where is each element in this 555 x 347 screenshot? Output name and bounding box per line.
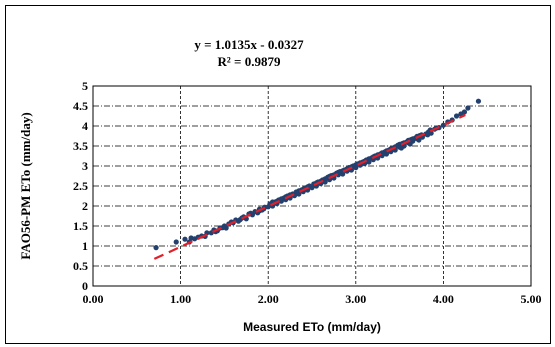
data-point: [425, 132, 431, 138]
data-point: [398, 145, 404, 151]
plot-area-border: [92, 85, 532, 287]
x-axis-label: Measured ETo (mm/day): [243, 320, 381, 334]
data-point: [322, 176, 328, 182]
y-tick-label: 2: [82, 199, 88, 213]
data-point: [153, 245, 159, 251]
y-tick-label: 0: [82, 279, 88, 293]
y-tick-label: 0.5: [73, 259, 88, 273]
x-tick-label: 0.00: [83, 292, 104, 306]
y-axis-label: FAO56-PM ETo (mm/day): [18, 112, 33, 259]
r-squared-label: R² = 0.9879: [218, 54, 281, 69]
scatter-chart: y = 1.0135x - 0.0327 R² = 0.9879 0 0.5 1 1.…: [18, 37, 542, 334]
x-tick-label: 2.00: [258, 292, 279, 306]
y-tick-label: 3: [82, 159, 88, 173]
x-tick-label: 3.00: [345, 292, 366, 306]
x-tick-label: 1.00: [170, 292, 191, 306]
data-point: [407, 141, 413, 147]
y-tick-label: 1.5: [73, 219, 88, 233]
data-point: [475, 98, 482, 104]
y-tick-label: 5: [82, 79, 88, 93]
y-tick-label: 4: [82, 119, 88, 133]
chart-frame: y = 1.0135x - 0.0327 R² = 0.9879 0 0.5 1 1.…: [5, 5, 551, 344]
trendline: [153, 114, 466, 260]
data-point: [465, 105, 471, 111]
data-point: [278, 196, 284, 202]
data-point: [410, 136, 416, 142]
y-tick-labels: 0 0.5 1 1.5 2 2.5 3 3.5 4 4.5 5: [73, 79, 88, 293]
data-point: [353, 162, 359, 168]
data-point: [461, 109, 468, 115]
regression-equation: y = 1.0135x - 0.0327: [194, 37, 304, 52]
data-point: [366, 156, 372, 162]
data-point: [173, 239, 179, 245]
x-tick-label: 5.00: [521, 292, 542, 306]
data-point: [416, 137, 422, 143]
grid-layer: [92, 85, 532, 287]
y-tick-label: 1: [82, 239, 88, 253]
x-tick-label: 4.00: [433, 292, 454, 306]
data-points: [153, 98, 482, 251]
y-tick-label: 4.5: [73, 99, 88, 113]
x-tick-labels: 0.00 1.00 2.00 3.00 4.00 5.00: [83, 292, 542, 306]
data-point: [453, 113, 460, 119]
y-tick-label: 3.5: [73, 139, 88, 153]
data-point: [182, 236, 188, 242]
y-tick-label: 2.5: [73, 179, 88, 193]
